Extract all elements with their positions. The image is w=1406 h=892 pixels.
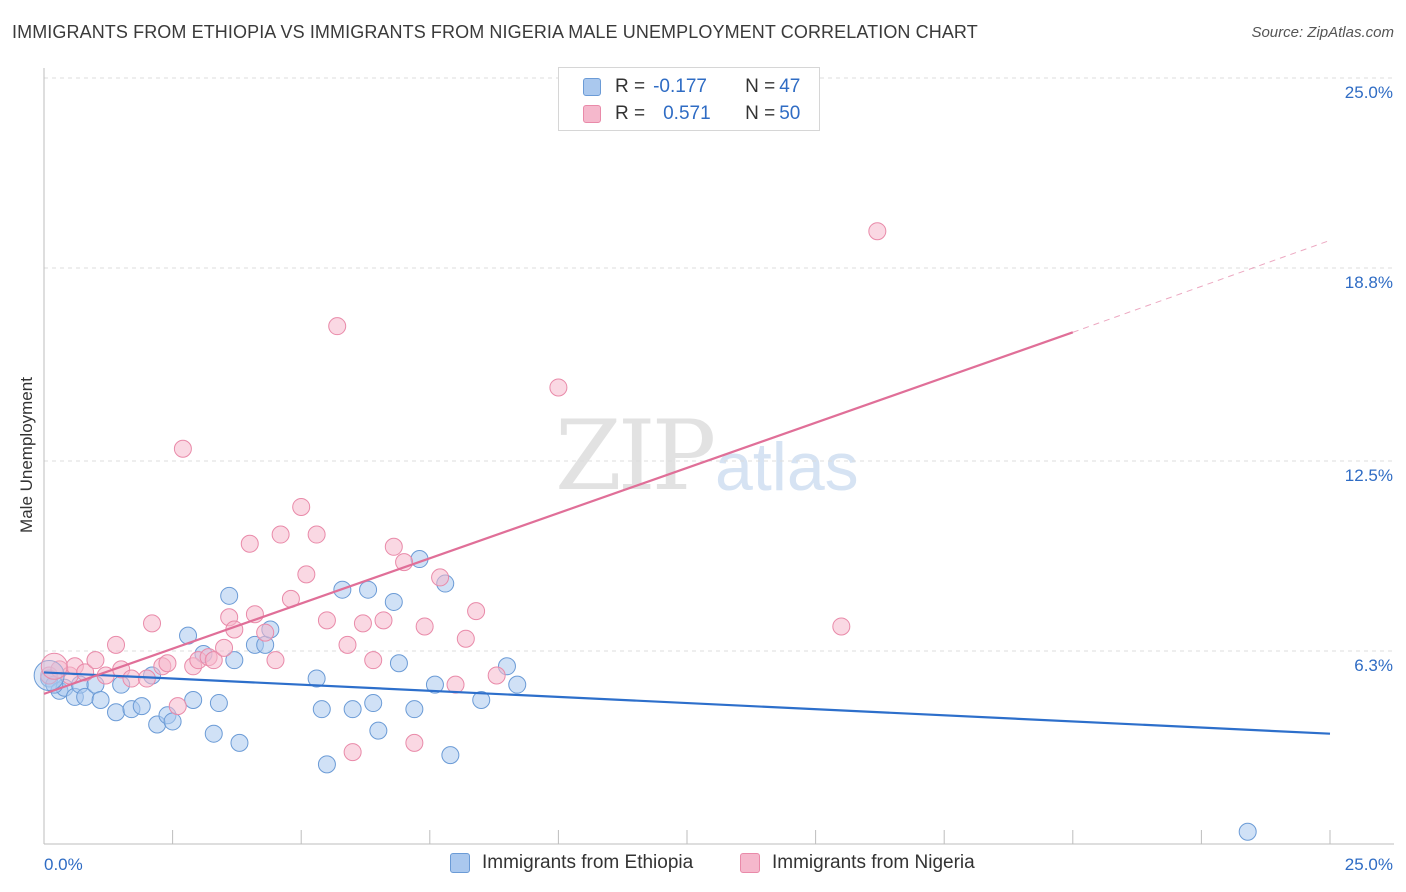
- nigeria-point: [467, 602, 486, 621]
- legend-r-label: R =: [615, 76, 646, 97]
- nigeria-point: [158, 654, 177, 673]
- series-legend: Immigrants from Ethiopia Immigrants from…: [0, 852, 1406, 878]
- nigeria-point: [353, 614, 372, 633]
- nigeria-point: [364, 651, 383, 670]
- legend-n-value-ethiopia: 47: [779, 76, 801, 97]
- legend-n-label: N =: [745, 76, 776, 97]
- nigeria-point: [405, 733, 424, 752]
- ethiopia-point: [220, 586, 239, 605]
- legend-item-ethiopia[interactable]: Immigrants from Ethiopia: [450, 852, 693, 874]
- nigeria-point: [297, 565, 316, 584]
- ethiopia-point: [441, 746, 460, 765]
- nigeria-point: [317, 611, 336, 630]
- legend-row-ethiopia: R = -0.177 N = 47: [559, 74, 800, 100]
- legend-r-value-ethiopia: -0.177: [653, 76, 707, 97]
- ethiopia-point: [472, 690, 491, 709]
- ethiopia-point: [384, 592, 403, 611]
- ethiopia-point: [359, 580, 378, 599]
- nigeria-point: [832, 617, 851, 636]
- legend-swatch-ethiopia: [583, 78, 601, 96]
- ethiopia-point: [163, 712, 182, 731]
- ethiopia-point: [91, 690, 110, 709]
- chart-title: IMMIGRANTS FROM ETHIOPIA VS IMMIGRANTS F…: [12, 22, 978, 42]
- nigeria-point: [374, 611, 393, 630]
- ethiopia-point: [317, 755, 336, 774]
- y-tick-label: 18.8%: [1345, 273, 1393, 292]
- y-tick-label: 25.0%: [1345, 83, 1393, 102]
- ethiopia-point: [312, 700, 331, 719]
- legend-n-label: N =: [745, 103, 776, 124]
- ethiopia-point: [209, 694, 228, 713]
- ethiopia-trend-line: [43, 671, 1331, 735]
- legend-swatch-ethiopia: [450, 853, 470, 873]
- x-tick-label: 25.0%: [1345, 855, 1393, 874]
- nigeria-point: [487, 666, 506, 685]
- ethiopia-point: [508, 675, 527, 694]
- nigeria-point: [240, 534, 259, 553]
- nigeria-point: [292, 497, 311, 516]
- ethiopia-point: [132, 697, 151, 716]
- y-tick-label: 6.3%: [1354, 656, 1393, 675]
- nigeria-point: [143, 614, 162, 633]
- nigeria-point: [168, 697, 187, 716]
- nigeria-point: [549, 378, 568, 397]
- nigeria-point: [215, 638, 234, 657]
- ethiopia-point: [107, 703, 126, 722]
- ethiopia-point: [425, 675, 444, 694]
- legend-r-label: R =: [615, 103, 646, 124]
- x-tick-label: 0.0%: [44, 855, 83, 874]
- nigeria-point: [456, 629, 475, 648]
- correlation-legend: R = -0.177 N = 47 R = 0.571 N = 50: [558, 67, 820, 131]
- ethiopia-point: [184, 690, 203, 709]
- nigeria-point: [343, 743, 362, 762]
- nigeria-point: [173, 439, 192, 458]
- ethiopia-point: [389, 654, 408, 673]
- watermark-atlas: atlas: [715, 429, 859, 505]
- nigeria-point: [256, 623, 275, 642]
- legend-item-nigeria[interactable]: Immigrants from Nigeria: [740, 852, 975, 874]
- nigeria-point: [446, 675, 465, 694]
- ethiopia-point: [364, 694, 383, 713]
- watermark-zip: ZIP: [555, 400, 716, 512]
- ethiopia-point: [343, 700, 362, 719]
- legend-r-value-nigeria: 0.571: [663, 103, 711, 124]
- nigeria-trend-extension: [1072, 239, 1331, 333]
- nigeria-point: [271, 525, 290, 544]
- ethiopia-point: [230, 733, 249, 752]
- nigeria-point: [328, 317, 347, 336]
- nigeria-point: [107, 635, 126, 654]
- nigeria-point: [415, 617, 434, 636]
- nigeria-point: [266, 651, 285, 670]
- nigeria-point: [86, 651, 105, 670]
- nigeria-point: [868, 222, 887, 241]
- legend-row-nigeria: R = 0.571 N = 50: [559, 101, 800, 127]
- nigeria-point: [76, 663, 95, 682]
- legend-n-value-nigeria: 50: [779, 103, 801, 124]
- legend-label-ethiopia: Immigrants from Ethiopia: [482, 852, 694, 873]
- nigeria-trend-line: [43, 331, 1074, 695]
- source-label: Source: ZipAtlas.com: [1251, 24, 1394, 41]
- ethiopia-point: [369, 721, 388, 740]
- nigeria-point: [431, 568, 450, 587]
- ethiopia-point: [307, 669, 326, 688]
- legend-label-nigeria: Immigrants from Nigeria: [772, 852, 975, 873]
- ethiopia-point: [405, 700, 424, 719]
- y-tick-label: 12.5%: [1345, 466, 1393, 485]
- nigeria-point: [204, 651, 223, 670]
- legend-swatch-nigeria: [740, 853, 760, 873]
- ethiopia-point: [1238, 822, 1257, 841]
- ethiopia-point: [204, 724, 223, 743]
- nigeria-point: [384, 537, 403, 556]
- legend-swatch-nigeria: [583, 105, 601, 123]
- ethiopia-point: [225, 651, 244, 670]
- nigeria-point: [338, 635, 357, 654]
- nigeria-point: [307, 525, 326, 544]
- nigeria-point: [122, 669, 141, 688]
- nigeria-point-cluster: [40, 652, 68, 680]
